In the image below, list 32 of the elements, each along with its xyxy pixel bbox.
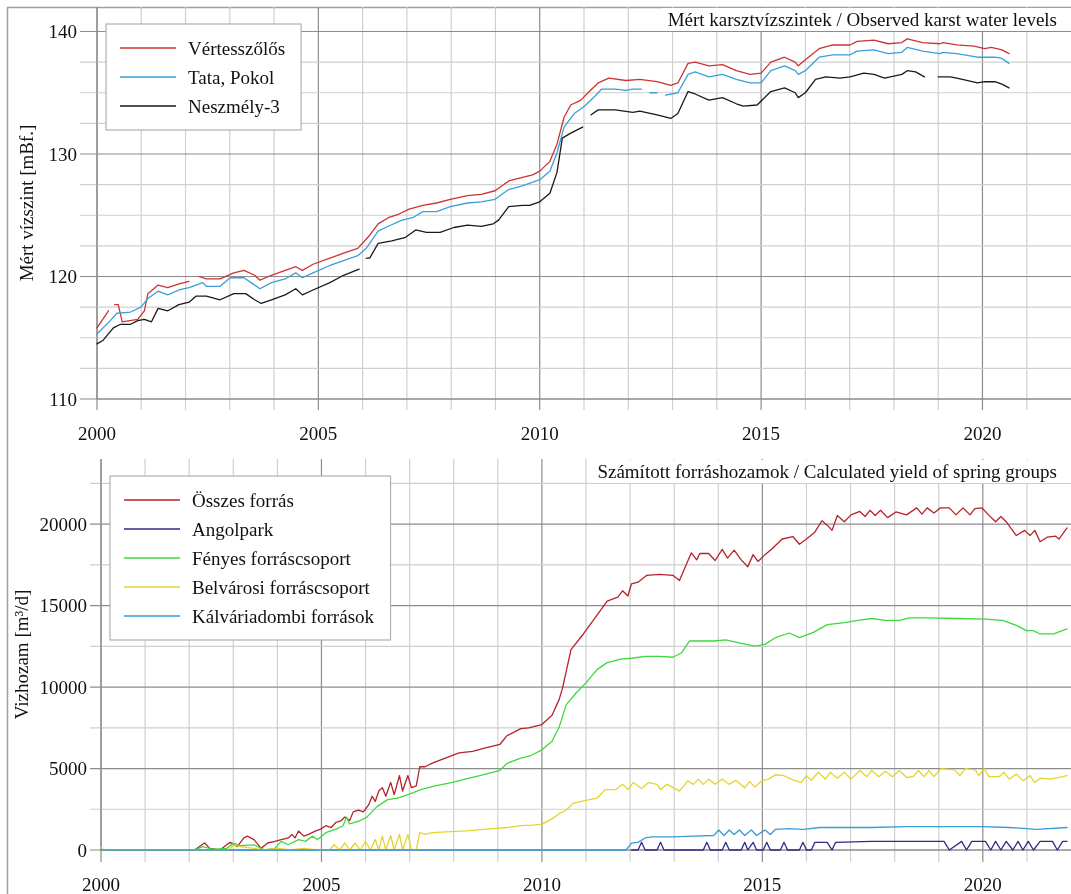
chart-title: Számított forráshozamok / Calculated yield of spring groups [597,461,1057,482]
y-tick-label: 0 [77,839,87,861]
y-axis-title: Vizhozam [m³/d] [10,589,32,720]
x-tick-label: 2015 [743,874,782,894]
legend-label: Vértesszőlős [188,37,286,59]
y-tick-label: 15000 [39,595,87,617]
y-tick-label: 140 [48,21,77,42]
x-tick-label: 2015 [742,423,781,444]
x-tick-label: 2005 [299,423,338,444]
legend-label: Neszmély-3 [188,95,280,117]
legend-label: Fényes forráscsoport [192,547,352,569]
legend-label: Belvárosi forráscsoport [192,576,371,598]
y-axis-title: Mért vízszint [mBf.] [15,124,37,282]
x-tick-label: 2010 [520,423,559,444]
x-tick-label: 2000 [82,874,120,894]
legend-label: Tata, Pokol [188,66,275,88]
legend-label: Angolpark [192,518,274,540]
y-tick-label: 120 [48,266,77,287]
y-tick-label: 10000 [39,676,87,698]
y-tick-label: 110 [49,388,77,410]
x-tick-label: 2020 [963,423,1002,444]
line-series [193,507,1068,851]
x-tick-label: 2010 [522,874,561,894]
x-tick-label: 2020 [963,874,1002,894]
x-tick-label: 2000 [78,423,116,444]
legend-label: Összes forrás [192,489,294,511]
y-tick-label: 130 [48,143,77,165]
legend-label: Kálváriadombi források [192,605,375,627]
chart-title: Mért karsztvízszintek / Observed karst water levels [667,9,1057,30]
x-tick-label: 2005 [302,874,341,894]
y-tick-label: 20000 [39,513,87,535]
y-tick-label: 5000 [49,758,87,780]
